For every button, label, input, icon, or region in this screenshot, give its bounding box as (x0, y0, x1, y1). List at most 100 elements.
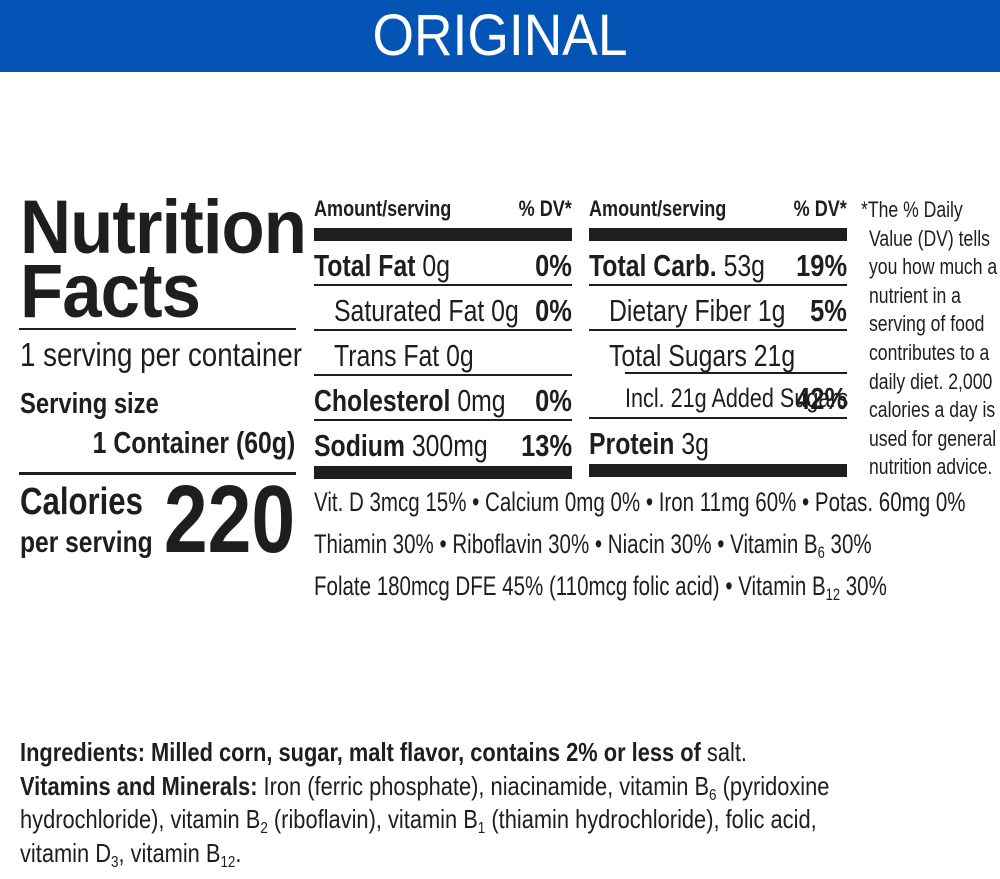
footnote-line: nutrition advice. (869, 454, 993, 480)
nutrient-amount: 300mg (411, 428, 488, 463)
nutrient-row-sodium: Sodium 300mg 13% (314, 421, 572, 464)
vitamins-minerals-ingredients-line-2: hydrochloride), vitamin B2 (riboflavin),… (20, 803, 829, 837)
nutrient-dv: 19% (796, 248, 847, 283)
vitamins-line-1: Vit. D 3mcg 15% • Calcium 0mg 0% • Iron … (314, 487, 966, 517)
thick-rule (589, 228, 847, 241)
header-band (0, 0, 1000, 72)
calories-sublabel: per serving (20, 526, 153, 559)
calories-value: 220 (163, 466, 295, 573)
ingredients-label: Ingredients: (20, 737, 145, 767)
nutrient-amount: 0g (422, 248, 450, 283)
text: Iron (ferric phosphate), niacinamide, vi… (257, 770, 710, 801)
nutrition-facts-title: Nutrition Facts (20, 185, 307, 334)
text: Thiamin 30% • Riboflavin 30% • Niacin 30… (314, 529, 818, 559)
vitamins-minerals-list: Vit. D 3mcg 15% • Calcium 0mg 0% • Iron … (314, 481, 966, 607)
nutrient-row-trans-fat: Trans Fat 0g (314, 331, 572, 376)
nutrient-row-total-sugars: Total Sugars 21g (589, 331, 847, 374)
subscript: 12 (825, 585, 841, 604)
nutrient-amount: 0mg (457, 383, 506, 418)
vitamins-minerals-ingredients-line-1: Vitamins and Minerals: Iron (ferric phos… (20, 770, 829, 804)
serving-size-value: 1 Container (60g) (92, 425, 295, 460)
subscript: 6 (709, 786, 717, 804)
nutrient-dv: 5% (810, 293, 847, 328)
nutrient-name: Sodium (314, 428, 405, 463)
footnote-line: daily diet. 2,000 (869, 368, 993, 394)
vitamins-minerals-label: Vitamins and Minerals: (20, 770, 258, 801)
divider (19, 472, 296, 475)
subscript: 2 (260, 820, 268, 837)
text: 30% (824, 529, 872, 559)
vitamins-line-2: Thiamin 30% • Riboflavin 30% • Niacin 30… (314, 523, 966, 565)
text: . (235, 837, 242, 868)
text: 30% (840, 571, 887, 601)
text: (thiamin hydrochloride), folic acid, (485, 804, 817, 834)
nutrient-name: Protein (589, 426, 675, 461)
subscript: 3 (111, 853, 119, 871)
text: Folate 180mcg DFE 45% (110mcg folic acid… (314, 571, 826, 601)
divider (19, 328, 296, 330)
nutrient-row-cholesterol: Cholesterol 0mg 0% (314, 376, 572, 421)
title-line-2: Facts (20, 249, 201, 334)
nutrient-row-dietary-fiber: Dietary Fiber 1g 5% (589, 286, 847, 331)
ingredients-text: Milled corn, sugar, malt flavor, contain… (144, 737, 701, 767)
nutrient-dv: 0% (535, 383, 572, 418)
nutrient-dv: 0% (535, 248, 572, 283)
thick-rule (314, 228, 572, 241)
nutrient-row-protein: Protein 3g (589, 419, 847, 462)
nutrient-name: Dietary Fiber (609, 293, 751, 328)
subscript: 6 (817, 543, 825, 562)
nutrient-dv: 42% (796, 381, 847, 416)
column-header: Amount/serving % DV* (589, 196, 847, 226)
subscript: 1 (477, 820, 486, 837)
dv-header: % DV* (518, 196, 572, 221)
nutrient-name: Saturated Fat (334, 293, 485, 328)
nutrient-name: Total Carb. (589, 248, 717, 283)
serving-size-label: Serving size (20, 388, 159, 420)
nutrient-row-total-carb: Total Carb. 53g 19% (589, 241, 847, 286)
calories-label: Calories (20, 481, 143, 523)
footnote-line: Value (DV) tells (869, 225, 990, 251)
footnote-line: nutrient in a (869, 282, 961, 308)
nutrient-name: Cholesterol (314, 383, 451, 418)
footnote-line: serving of food (869, 311, 985, 337)
text: vitamin D (20, 837, 112, 868)
text: , vitamin B (118, 837, 221, 868)
vitamins-line-3: Folate 180mcg DFE 45% (110mcg folic acid… (314, 565, 966, 607)
dv-header: % DV* (793, 196, 847, 221)
footnote-line: calories a day is (869, 397, 996, 423)
servings-per-container: 1 serving per container (20, 336, 302, 373)
product-variant-title: ORIGINAL (372, 3, 628, 68)
nutrient-amount: 0g (491, 293, 519, 328)
footnote-line: you how much a (869, 254, 998, 280)
thick-rule (589, 464, 847, 477)
nutrient-name: Total Fat (314, 248, 416, 283)
text: (pyridoxine (716, 770, 830, 801)
nutrient-amount: 1g (757, 293, 786, 328)
footnote-line: used for general (869, 425, 997, 451)
amount-serving-header: Amount/serving (314, 196, 452, 221)
nutrient-row-added-sugars: Incl. 21g Added Sugars 42% (589, 374, 849, 419)
nutrient-amount: 21g (753, 338, 796, 373)
nutrient-amount: 3g (681, 426, 709, 461)
nutrient-column-1: Amount/serving % DV* Total Fat 0g 0% Sat… (314, 196, 572, 479)
nutrient-row-saturated-fat: Saturated Fat 0g 0% (314, 286, 572, 331)
text: hydrochloride), vitamin B (20, 804, 261, 834)
nutrient-row-total-fat: Total Fat 0g 0% (314, 241, 572, 286)
column-header: Amount/serving % DV* (314, 196, 572, 226)
nutrient-name: Incl. 21g Added Sugars (625, 383, 849, 413)
thick-rule (314, 466, 572, 479)
ingredients-text: salt. (700, 737, 747, 767)
text: (riboflavin), vitamin B (267, 804, 478, 834)
nutrient-dv: 0% (535, 293, 572, 328)
nutrient-name: Total Sugars (609, 338, 747, 373)
title-line-1: Nutrition (20, 185, 307, 270)
vitamins-minerals-ingredients-line-3: vitamin D3, vitamin B12. (20, 837, 829, 871)
nutrient-column-2: Amount/serving % DV* Total Carb. 53g 19%… (589, 196, 849, 477)
amount-serving-header: Amount/serving (589, 196, 727, 221)
nutrient-name: Trans Fat (334, 338, 440, 373)
footnote-line: *The % Daily (861, 197, 963, 222)
daily-value-footnote: *The % Daily Value (DV) tells you how mu… (861, 196, 997, 482)
nutrient-dv: 13% (521, 428, 572, 463)
ingredients-block: Ingredients: Milled corn, sugar, malt fl… (20, 736, 829, 870)
nutrient-amount: 53g (723, 248, 765, 283)
